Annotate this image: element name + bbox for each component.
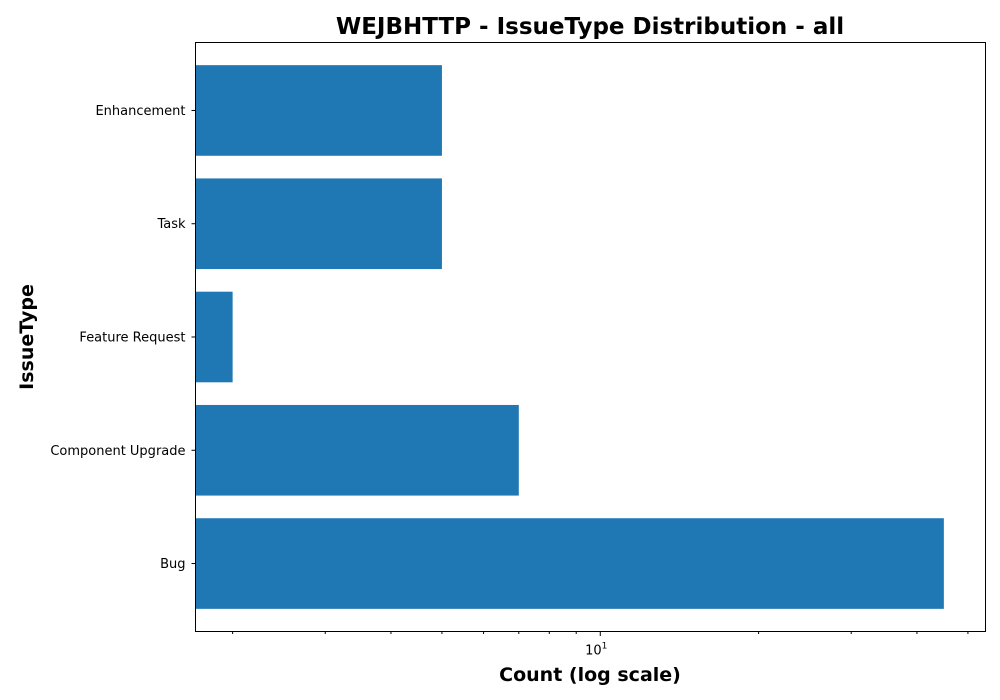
y-tick-label: Bug — [160, 557, 185, 572]
x-ticks-group: 101 — [232, 631, 969, 659]
x-tick-exponent: 1 — [602, 642, 608, 652]
y-tick-label: Feature Request — [79, 331, 185, 346]
bar-feature-request — [195, 291, 233, 383]
bar-bug — [195, 518, 944, 609]
y-tick-label: Enhancement — [95, 104, 185, 119]
bar-task — [195, 178, 442, 270]
y-axis-label: IssueType — [16, 284, 38, 390]
x-tick-label: 101 — [585, 642, 607, 659]
chart-title: WEJBHTTP - IssueType Distribution - all — [336, 14, 844, 40]
y-tick-label: Task — [156, 217, 186, 232]
bar-component-upgrade — [195, 404, 519, 496]
x-axis-label: Count (log scale) — [499, 664, 681, 686]
y-ticks-group: Bug Component Upgrade Feature Request Task E… — [50, 104, 196, 572]
bars-group — [195, 65, 944, 609]
bar-enhancement — [195, 65, 442, 156]
y-tick-label: Component Upgrade — [50, 444, 185, 459]
